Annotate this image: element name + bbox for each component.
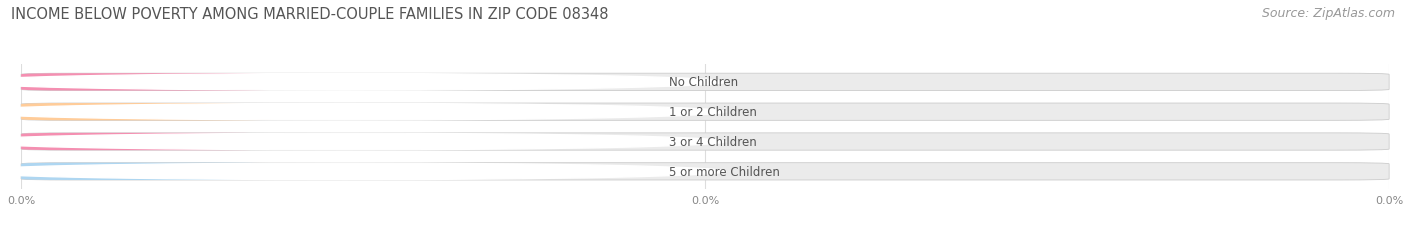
FancyBboxPatch shape xyxy=(21,163,1389,180)
Text: 0.0%: 0.0% xyxy=(239,135,269,148)
Text: 0.0%: 0.0% xyxy=(239,76,269,89)
Text: INCOME BELOW POVERTY AMONG MARRIED-COUPLE FAMILIES IN ZIP CODE 08348: INCOME BELOW POVERTY AMONG MARRIED-COUPL… xyxy=(11,7,609,22)
Text: 1 or 2 Children: 1 or 2 Children xyxy=(669,106,756,119)
Text: Source: ZipAtlas.com: Source: ZipAtlas.com xyxy=(1261,7,1395,20)
Circle shape xyxy=(0,74,725,91)
Text: No Children: No Children xyxy=(669,76,738,89)
FancyBboxPatch shape xyxy=(21,133,274,151)
FancyBboxPatch shape xyxy=(21,74,274,91)
Circle shape xyxy=(0,104,725,121)
Circle shape xyxy=(0,134,725,150)
FancyBboxPatch shape xyxy=(21,103,274,121)
Text: 0.0%: 0.0% xyxy=(239,165,269,178)
FancyBboxPatch shape xyxy=(21,103,1389,121)
Circle shape xyxy=(0,163,725,180)
FancyBboxPatch shape xyxy=(21,133,1389,151)
Text: 3 or 4 Children: 3 or 4 Children xyxy=(669,135,756,148)
Text: 5 or more Children: 5 or more Children xyxy=(669,165,779,178)
Text: 0.0%: 0.0% xyxy=(239,106,269,119)
FancyBboxPatch shape xyxy=(21,74,1389,91)
FancyBboxPatch shape xyxy=(21,163,274,180)
